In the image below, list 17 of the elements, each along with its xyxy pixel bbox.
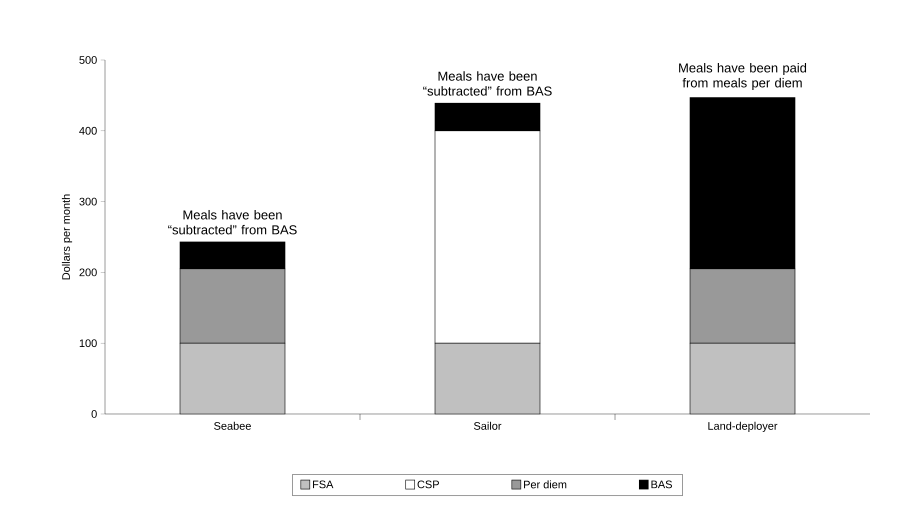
y-tick-label: 300 [79,198,97,206]
legend-label: Per diem [524,480,566,488]
annotation: Meals have been “subtracted” from BAS [168,210,297,234]
y-tick-label: 0 [92,410,97,418]
x-tick-label: Sailor [474,422,502,430]
y-tick-label: 400 [79,126,97,135]
legend-label: BAS [651,480,672,488]
x-tick-label: Seabee [214,422,251,430]
y-axis-title: Dollars per month [62,194,72,280]
y-tick-label: 200 [79,268,97,276]
annotation: Meals have been “subtracted” from BAS [423,71,552,96]
y-tick-label: 500 [79,56,97,64]
y-tick-label: 100 [80,339,97,348]
legend-label: CSP [418,480,439,488]
annotation: Meals have been paid from meals per diem [679,62,806,90]
x-tick-label: Land-deployer [708,422,778,432]
legend-label: FSA [313,480,334,488]
